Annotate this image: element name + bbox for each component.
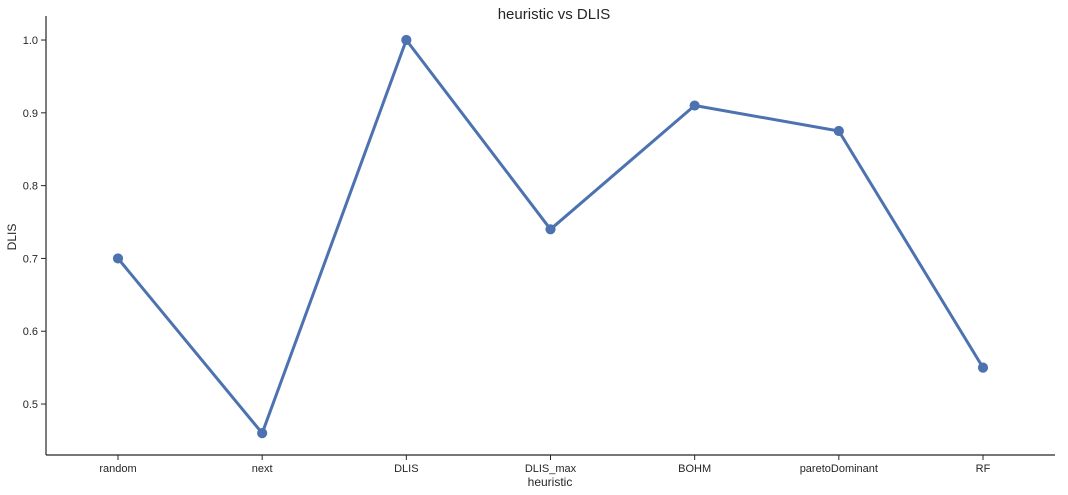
x-tick-label: DLIS [394,463,418,475]
data-point [977,362,989,373]
series-points [112,34,989,439]
x-tick-label: RF [976,463,991,475]
series-line [116,38,985,435]
y-axis: 0.5 0.6 0.7 0.8 0.9 1.0 [23,35,46,411]
y-tick-label: 1.0 [23,35,38,47]
x-tick-label: BOHM [678,463,711,475]
y-tick-label: 0.7 [23,253,38,265]
y-axis-label: DLIS [5,224,19,251]
y-tick-label: 0.5 [23,399,38,411]
x-tick-label: DLIS_max [525,463,577,475]
x-axis: random next DLIS DLIS_max BOHM paretoDominant… [99,455,991,475]
x-tick-label: paretoDominant [800,463,878,475]
x-axis-label: heuristic [528,475,573,489]
data-point [257,428,268,439]
data-point [689,100,700,111]
y-tick-label: 0.6 [23,326,38,338]
x-tick-label: next [252,463,273,475]
chart-title: heuristic vs DLIS [498,6,611,23]
data-point [112,253,124,264]
y-tick-label: 0.9 [23,108,38,120]
data-point [401,34,412,46]
data-point [545,224,556,235]
x-tick-label: random [99,463,136,475]
data-point [833,125,844,137]
y-tick-label: 0.8 [23,181,38,193]
